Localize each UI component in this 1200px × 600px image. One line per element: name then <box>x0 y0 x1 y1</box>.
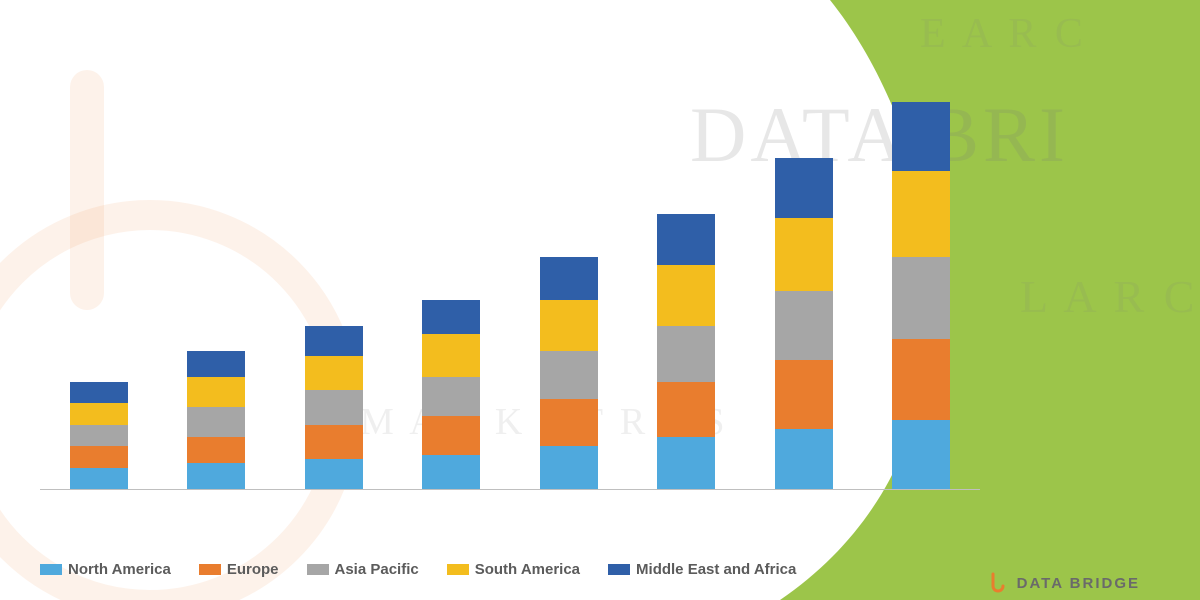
bar-segment-na <box>422 455 480 489</box>
bar-segment-sa <box>70 403 128 425</box>
legend-swatch <box>199 564 221 575</box>
bar-segment-ap <box>187 407 245 437</box>
legend-item-ap: Asia Pacific <box>307 561 419 578</box>
bar-segment-mea <box>187 351 245 377</box>
brand-icon <box>987 572 1009 594</box>
legend-label: South America <box>475 561 580 578</box>
legend-label: North America <box>68 561 171 578</box>
legend-swatch <box>40 564 62 575</box>
bar-segment-na <box>70 468 128 490</box>
bar-segment-mea <box>540 257 598 300</box>
bar-segment-ap <box>70 425 128 447</box>
bar-segment-mea <box>70 382 128 404</box>
bar-segment-ap <box>657 326 715 382</box>
bar-segment-mea <box>422 300 480 334</box>
chart-area <box>40 60 980 490</box>
stage: DATA BRIE A R CL A R CM A R K E T R E S … <box>0 0 1200 600</box>
bar <box>70 382 128 490</box>
bar <box>422 300 480 489</box>
legend-label: Middle East and Africa <box>636 561 796 578</box>
bar-segment-na <box>187 463 245 489</box>
baseline <box>40 489 980 490</box>
bar-segment-eu <box>70 446 128 468</box>
bar <box>305 326 363 489</box>
legend-swatch <box>307 564 329 575</box>
legend: North America Europe Asia Pacific South Ame… <box>40 561 940 578</box>
bar-segment-eu <box>892 339 950 421</box>
bar-segment-eu <box>187 437 245 463</box>
bar <box>187 351 245 489</box>
legend-label: Asia Pacific <box>335 561 419 578</box>
bar-segment-eu <box>305 425 363 459</box>
bar-segment-mea <box>892 102 950 171</box>
bar <box>657 214 715 489</box>
legend-swatch <box>447 564 469 575</box>
bar-segment-mea <box>775 158 833 218</box>
bar-segment-sa <box>892 171 950 257</box>
legend-swatch <box>608 564 630 575</box>
legend-item-na: North America <box>40 561 171 578</box>
bars-container <box>40 59 980 489</box>
bar-segment-ap <box>892 257 950 339</box>
bar-segment-mea <box>305 326 363 356</box>
legend-item-sa: South America <box>447 561 580 578</box>
bar-segment-sa <box>657 265 715 325</box>
bar-segment-sa <box>305 356 363 390</box>
bar-segment-na <box>892 420 950 489</box>
bar-segment-sa <box>187 377 245 407</box>
bar-segment-ap <box>305 390 363 424</box>
legend-item-eu: Europe <box>199 561 279 578</box>
bar <box>892 102 950 489</box>
bar-segment-na <box>540 446 598 489</box>
brand-mark: DATA BRIDGE <box>987 572 1140 594</box>
bar-segment-ap <box>422 377 480 416</box>
bar-segment-sa <box>422 334 480 377</box>
bar-segment-mea <box>657 214 715 266</box>
bar-segment-na <box>775 429 833 489</box>
bar-segment-sa <box>775 218 833 291</box>
brand-text: DATA BRIDGE <box>1017 575 1140 592</box>
bar-segment-na <box>657 437 715 489</box>
legend-item-mea: Middle East and Africa <box>608 561 796 578</box>
bar-segment-eu <box>775 360 833 429</box>
bar <box>540 257 598 489</box>
bar-segment-eu <box>422 416 480 455</box>
bar-segment-ap <box>540 351 598 398</box>
bar-segment-na <box>305 459 363 489</box>
bar-segment-eu <box>657 382 715 438</box>
bar-segment-sa <box>540 300 598 352</box>
bar-segment-eu <box>540 399 598 446</box>
bar-segment-ap <box>775 291 833 360</box>
bar <box>775 158 833 489</box>
legend-label: Europe <box>227 561 279 578</box>
